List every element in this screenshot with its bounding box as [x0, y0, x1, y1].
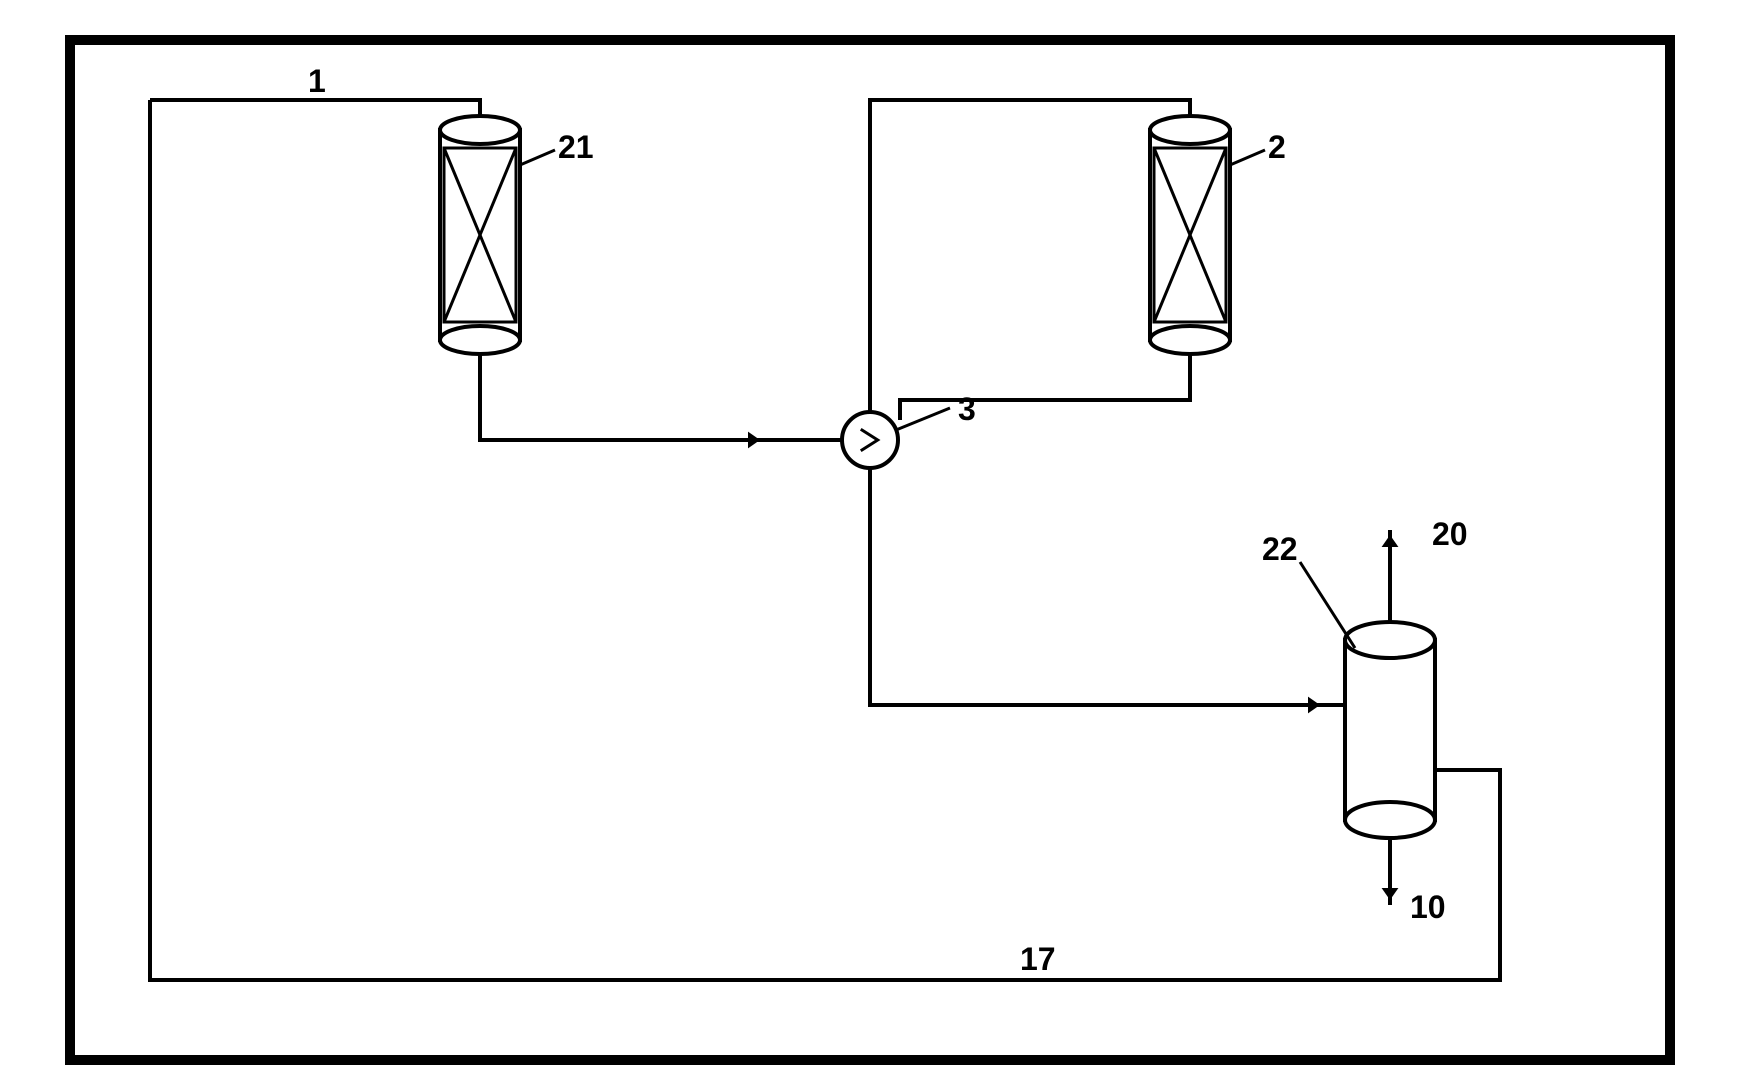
label-l2: 2 [1268, 129, 1286, 165]
leader-line [1300, 562, 1355, 648]
arrowhead-icon [748, 432, 760, 449]
leader-line [896, 408, 950, 430]
label-l3: 3 [958, 391, 976, 427]
arrowhead-icon [1382, 888, 1399, 900]
leader-line [1230, 150, 1265, 165]
vessel-21 [440, 116, 520, 354]
label-l10: 10 [1410, 889, 1446, 925]
flow-line-hx_to_sep [870, 468, 1345, 705]
vessel-2 [1150, 116, 1230, 354]
label-l21: 21 [558, 129, 594, 165]
heat-exchanger-3 [842, 412, 898, 468]
label-l1: 1 [308, 63, 326, 99]
arrowhead-icon [1308, 697, 1320, 714]
arrowhead-icon [1382, 535, 1399, 547]
label-l17: 17 [1020, 941, 1056, 977]
leader-line [520, 150, 555, 165]
label-l20: 20 [1432, 516, 1468, 552]
flow-line-hx_to_r2_top [870, 100, 1190, 412]
flow-line-r2_to_hx [900, 340, 1190, 420]
flow-line-r21_to_hx [480, 340, 842, 440]
separator-22 [1345, 622, 1435, 838]
label-l22: 22 [1262, 531, 1298, 567]
flow-line-feed_in [150, 100, 480, 130]
